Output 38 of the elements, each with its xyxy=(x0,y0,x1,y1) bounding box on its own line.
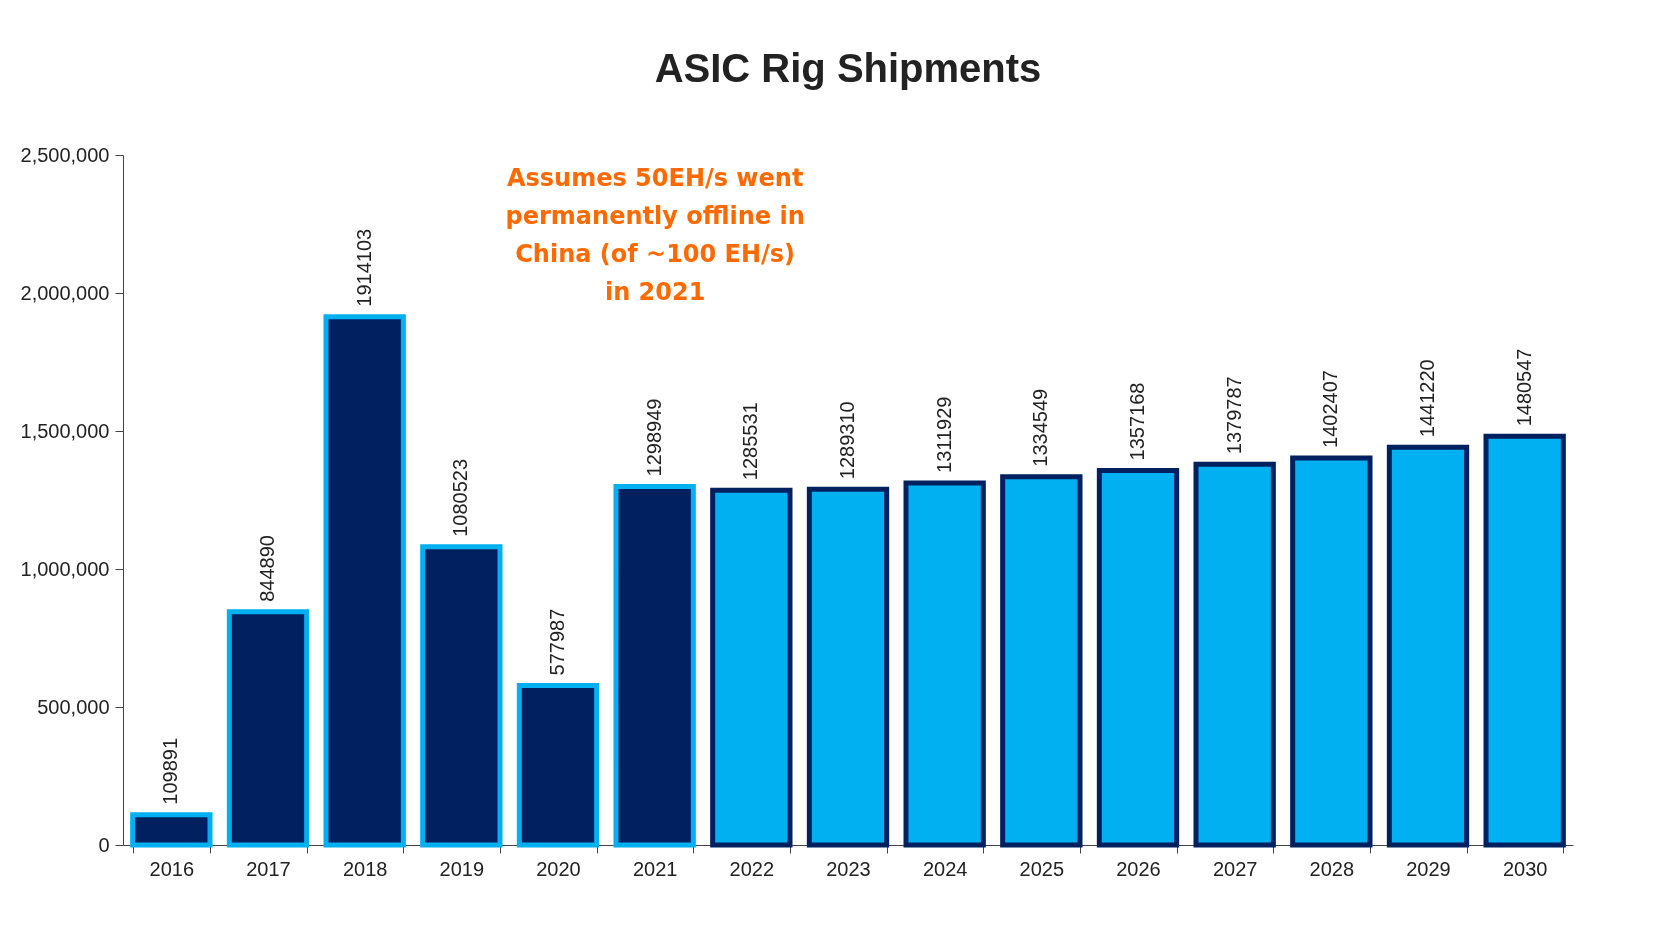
data-label: 1311929 xyxy=(932,396,955,473)
annotation: Assumes 50EH/s went permanently offline in China (of ~100 EH/s) in 2021 xyxy=(505,164,805,306)
x-tick-label: 2022 xyxy=(729,857,775,880)
data-label: 1334549 xyxy=(1029,388,1052,467)
x-tick-label: 2024 xyxy=(922,857,968,880)
data-label: 1080523 xyxy=(449,458,472,537)
data-label: 1402407 xyxy=(1319,370,1342,448)
x-tick-label: 2027 xyxy=(1212,857,1258,880)
data-label: 1914103 xyxy=(352,228,375,307)
y-tick-label: 2,000,000 xyxy=(20,281,110,304)
x-tick-label: 2019 xyxy=(439,857,485,880)
y-tick-label: 1,000,000 xyxy=(20,557,110,580)
data-label: 1441220 xyxy=(1416,359,1438,438)
x-tick-label: 2023 xyxy=(826,857,871,880)
data-label: 577987 xyxy=(546,608,568,676)
x-tick-label: 2021 xyxy=(632,857,678,880)
data-label: 1357168 xyxy=(1126,382,1148,461)
data-label: 1379787 xyxy=(1222,376,1245,455)
y-tick-label: 0 xyxy=(98,833,110,856)
y-tick-label: 500,000 xyxy=(37,695,110,718)
chart-title: ASIC Rig Shipments xyxy=(654,46,1042,90)
data-label: 109891 xyxy=(159,737,182,805)
data-label: 1298949 xyxy=(642,398,665,477)
x-tick-label: 2020 xyxy=(536,857,581,880)
x-tick-label: 2026 xyxy=(1116,857,1161,880)
x-tick-label: 2028 xyxy=(1309,857,1355,880)
x-tick-label: 2018 xyxy=(342,857,388,880)
y-tick-label: 2,500,000 xyxy=(20,143,110,166)
data-label: 844890 xyxy=(256,535,278,602)
x-tick-label: 2029 xyxy=(1406,857,1451,880)
y-tick-label: 1,500,000 xyxy=(20,419,110,442)
x-tick-label: 2017 xyxy=(246,857,291,880)
data-label: 1289310 xyxy=(836,401,858,480)
data-label: 1285531 xyxy=(739,402,762,481)
x-tick-label: 2030 xyxy=(1502,857,1548,880)
x-tick-label: 2025 xyxy=(1019,857,1065,880)
data-label: 1480547 xyxy=(1512,348,1535,427)
x-tick-label: 2016 xyxy=(149,857,195,880)
